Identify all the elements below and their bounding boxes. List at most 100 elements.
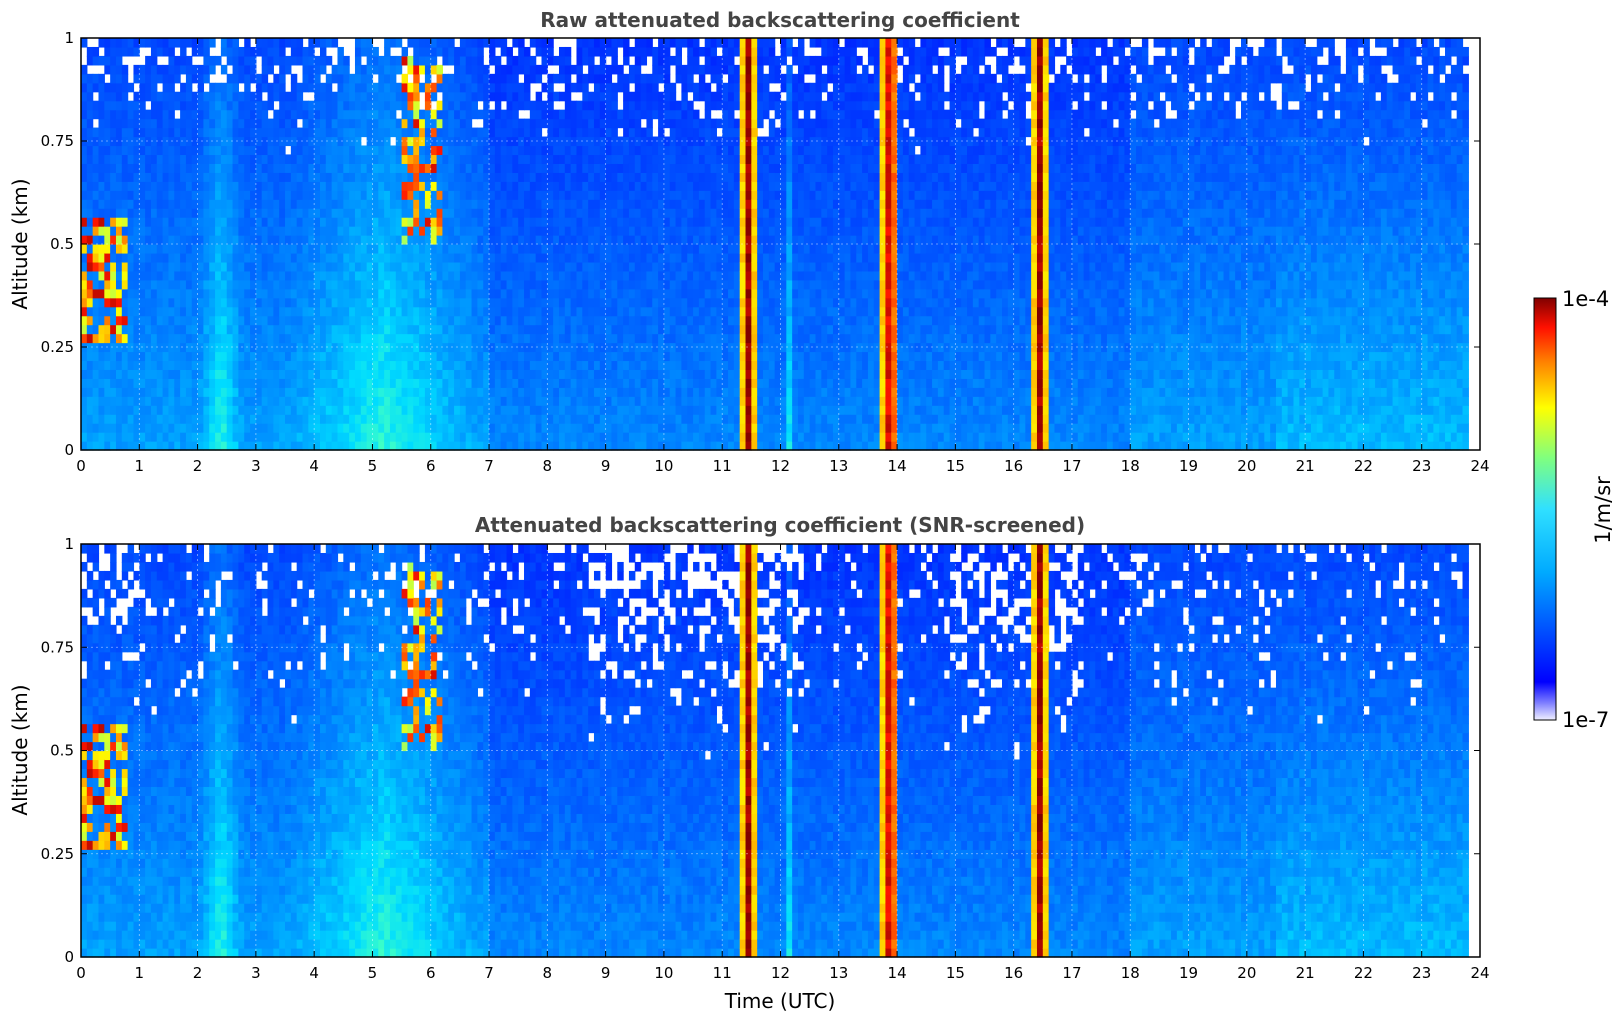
heatmap-cell	[133, 270, 140, 281]
heatmap-cell	[401, 441, 409, 451]
heatmap-cell	[728, 100, 735, 111]
heatmap-cell	[98, 38, 105, 48]
heatmap-cell	[115, 181, 123, 191]
heatmap-cell	[86, 387, 94, 397]
heatmap-cell	[250, 208, 257, 218]
heatmap-cell	[162, 432, 170, 442]
heatmap-cell	[279, 306, 286, 317]
heatmap-cell	[320, 208, 327, 218]
heatmap-cell	[471, 163, 478, 173]
heatmap-cell	[716, 378, 723, 388]
heatmap-cell	[296, 127, 304, 138]
heatmap-cell	[570, 261, 578, 272]
heatmap-cell	[92, 154, 100, 164]
heatmap-cell	[360, 190, 368, 200]
heatmap-cell	[331, 190, 339, 200]
heatmap-cell	[92, 297, 100, 308]
heatmap-cell	[360, 351, 368, 362]
heatmap-cell	[337, 73, 344, 84]
heatmap-cell	[512, 414, 519, 424]
heatmap-cell	[156, 396, 164, 406]
heatmap-cell	[354, 351, 362, 362]
heatmap-cell	[436, 270, 444, 281]
heatmap-cell	[611, 405, 618, 415]
heatmap-cell	[675, 324, 682, 335]
heatmap-cell	[395, 432, 403, 442]
heatmap-cell	[372, 405, 379, 415]
heatmap-cell	[605, 342, 613, 353]
heatmap-cell	[372, 82, 379, 93]
heatmap-cell	[279, 118, 286, 129]
heatmap-cell	[261, 405, 269, 415]
heatmap-cell	[430, 235, 438, 245]
heatmap-cell	[454, 208, 461, 218]
heatmap-cell	[459, 333, 467, 344]
heatmap-cell	[611, 244, 618, 254]
heatmap-cell	[454, 145, 461, 156]
heatmap-cell	[704, 423, 712, 433]
heatmap-cell	[430, 172, 438, 182]
heatmap-cell	[226, 181, 234, 191]
heatmap-cell	[465, 199, 473, 209]
heatmap-cell	[139, 288, 146, 299]
heatmap-cell	[255, 118, 263, 129]
heatmap-cell	[180, 46, 187, 57]
heatmap-cell	[669, 360, 677, 370]
heatmap-cell	[448, 208, 455, 218]
heatmap-cell	[302, 324, 309, 335]
heatmap-cell	[110, 297, 117, 308]
heatmap-cell	[623, 369, 630, 379]
heatmap-cell	[658, 181, 665, 191]
heatmap-cell	[646, 378, 653, 388]
heatmap-cell	[646, 315, 653, 326]
heatmap-cell	[331, 181, 339, 191]
heatmap-cell	[267, 423, 274, 433]
heatmap-cell	[354, 172, 362, 182]
heatmap-cell	[226, 315, 234, 326]
heatmap-cell	[337, 279, 344, 290]
heatmap-cell	[203, 226, 210, 236]
heatmap-cell	[139, 91, 146, 102]
heatmap-cell	[215, 270, 222, 281]
heatmap-cell	[331, 91, 339, 102]
heatmap-cell	[308, 73, 315, 84]
heatmap-cell	[104, 288, 111, 299]
heatmap-cell	[430, 306, 438, 317]
heatmap-cell	[261, 145, 269, 156]
heatmap-cell	[372, 279, 379, 290]
heatmap-cell	[401, 333, 409, 344]
heatmap-cell	[320, 154, 327, 164]
heatmap-cell	[693, 315, 700, 326]
heatmap-cell	[419, 172, 426, 182]
heatmap-cell	[652, 145, 659, 156]
heatmap-cell	[611, 396, 618, 406]
heatmap-cell	[86, 288, 94, 299]
heatmap-cell	[86, 55, 94, 66]
heatmap-cell	[238, 172, 245, 182]
heatmap-cell	[115, 217, 123, 227]
heatmap-cell	[150, 64, 158, 75]
heatmap-cell	[343, 109, 350, 120]
heatmap-cell	[349, 252, 356, 263]
heatmap-cell	[354, 333, 362, 344]
heatmap-cell	[343, 244, 350, 254]
heatmap-cell	[220, 46, 228, 57]
heatmap-cell	[232, 244, 239, 254]
heatmap-cell	[389, 55, 397, 66]
heatmap-cell	[331, 360, 339, 370]
heatmap-cell	[693, 55, 700, 66]
heatmap-cell	[471, 82, 478, 93]
heatmap-cell	[611, 38, 618, 48]
heatmap-cell	[81, 441, 88, 451]
heatmap-cell	[512, 360, 519, 370]
heatmap-cell	[459, 73, 467, 84]
heatmap-cell	[646, 172, 653, 182]
heatmap-cell	[430, 369, 438, 379]
heatmap-cell	[133, 369, 140, 379]
heatmap-cell	[337, 145, 344, 156]
heatmap-cell	[133, 261, 140, 272]
heatmap-cell	[98, 423, 105, 433]
heatmap-cell	[506, 73, 513, 84]
heatmap-cell	[459, 396, 467, 406]
heatmap-cell	[150, 297, 158, 308]
